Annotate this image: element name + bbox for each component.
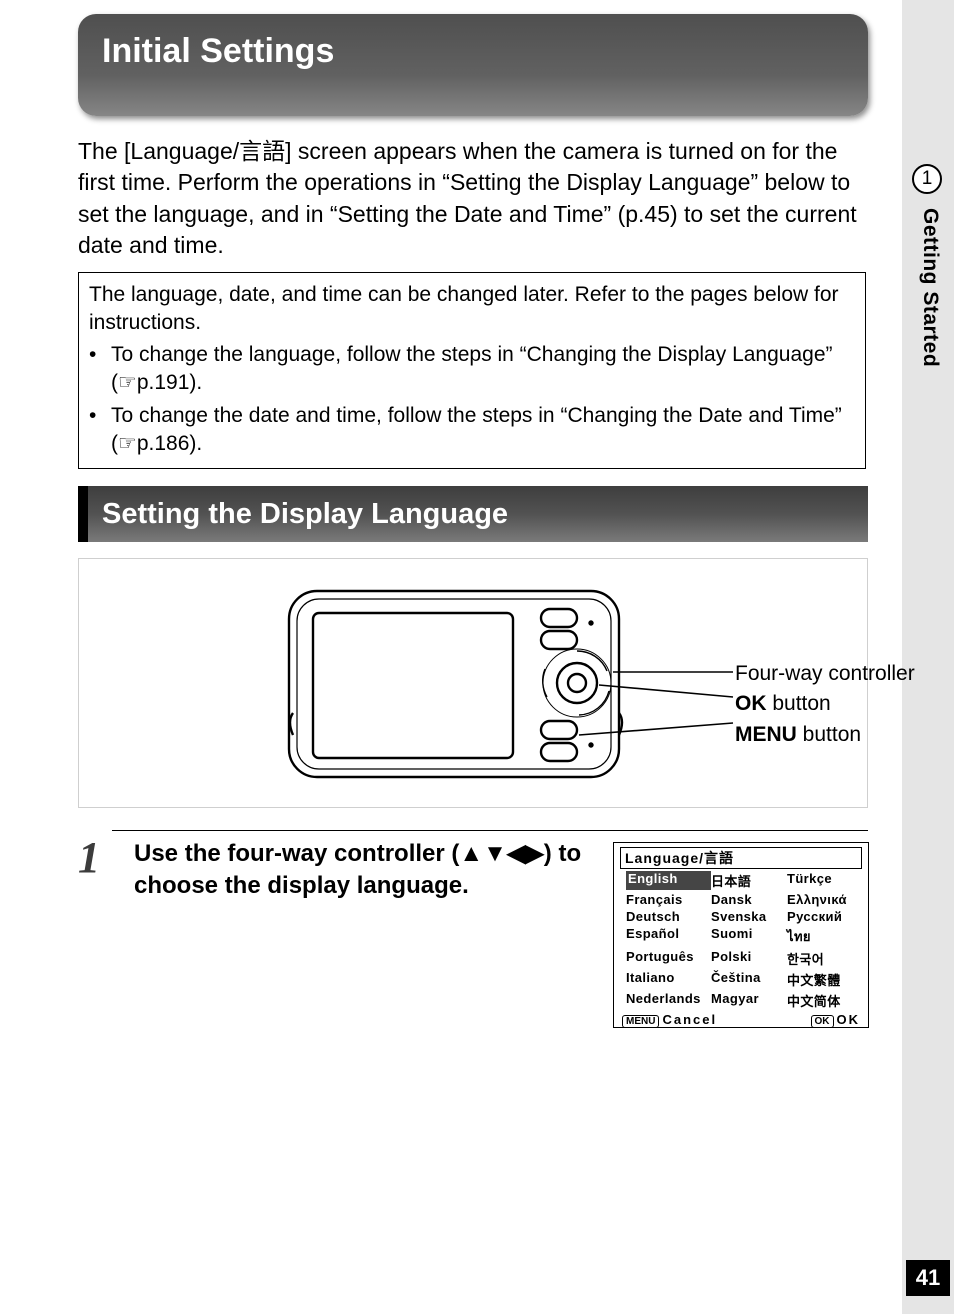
- info-bullet: • To change the date and time, follow th…: [89, 402, 855, 458]
- language-menu-footer: MENUCancel OKOK: [614, 1010, 868, 1031]
- section-strip: [78, 486, 88, 542]
- footer-ok: OK: [837, 1012, 861, 1027]
- step-rule: [112, 830, 868, 831]
- language-option: Dansk: [711, 892, 787, 907]
- language-option: 中文繁體: [787, 970, 869, 989]
- callout-fourway: Four-way controller: [735, 659, 915, 689]
- info-lead: The language, date, and time can be chan…: [89, 281, 855, 337]
- language-option: 日本語: [711, 871, 787, 890]
- info-box: The language, date, and time can be chan…: [78, 272, 866, 469]
- language-option: Ελληνικά: [787, 892, 869, 907]
- info-bullet-text: To change the language, follow the steps…: [111, 341, 855, 397]
- chapter-number-badge: 1: [912, 164, 942, 194]
- callout-labels: Four-way controller OK button MENU butto…: [735, 659, 915, 750]
- callout-ok-bold: OK: [735, 692, 767, 715]
- language-option: 中文简体: [787, 991, 869, 1010]
- language-option: Italiano: [626, 970, 711, 989]
- footer-left-group: MENUCancel: [622, 1012, 717, 1027]
- chapter-label: Getting Started: [918, 208, 942, 367]
- callout-menu: MENU button: [735, 720, 915, 750]
- language-menu-title: Language/言語: [620, 847, 862, 869]
- bullet-dot: •: [89, 341, 111, 397]
- info-bullet: • To change the language, follow the ste…: [89, 341, 855, 397]
- language-option: Nederlands: [626, 991, 711, 1010]
- menu-button-label: MENU: [622, 1015, 659, 1028]
- footer-cancel: Cancel: [662, 1012, 717, 1027]
- language-option: Français: [626, 892, 711, 907]
- intro-paragraph: The [Language/言語] screen appears when th…: [78, 136, 868, 261]
- language-option: Português: [626, 949, 711, 968]
- callout-menu-rest: button: [797, 723, 861, 746]
- callout-ok-rest: button: [767, 692, 831, 715]
- language-option: Deutsch: [626, 909, 711, 924]
- language-grid: English日本語Türkçe FrançaisDanskΕλληνικά Deu…: [614, 871, 868, 1010]
- page-number-badge: 41: [906, 1260, 950, 1296]
- camera-figure: Four-way controller OK button MENU butto…: [78, 558, 868, 808]
- language-option: Čeština: [711, 970, 787, 989]
- step-instruction: Use the four-way controller (▲▼◀▶) to ch…: [134, 838, 586, 902]
- manual-page: 1 Getting Started Initial Settings The […: [0, 0, 954, 1314]
- step-number: 1: [78, 832, 100, 883]
- language-option: ไทย: [787, 926, 869, 947]
- language-option: Svenska: [711, 909, 787, 924]
- callout-ok: OK button: [735, 689, 915, 719]
- language-option: Türkçe: [787, 871, 869, 890]
- page-title: Initial Settings: [102, 32, 334, 70]
- section-heading: Setting the Display Language: [78, 486, 868, 542]
- language-option: Русский: [787, 909, 869, 924]
- language-option: Español: [626, 926, 711, 947]
- language-option: 한국어: [787, 949, 869, 968]
- page-number: 41: [916, 1265, 940, 1291]
- language-option: Suomi: [711, 926, 787, 947]
- page-title-banner: Initial Settings: [78, 14, 868, 116]
- callout-menu-bold: MENU: [735, 723, 797, 746]
- bullet-dot: •: [89, 402, 111, 458]
- section-heading-text: Setting the Display Language: [88, 486, 868, 542]
- ok-button-label: OK: [811, 1015, 834, 1028]
- side-tab: [902, 0, 954, 1314]
- footer-right-group: OKOK: [811, 1012, 861, 1027]
- language-menu-screen: Language/言語 English日本語Türkçe FrançaisDans…: [613, 842, 869, 1028]
- language-option: Polski: [711, 949, 787, 968]
- info-bullet-text: To change the date and time, follow the …: [111, 402, 855, 458]
- language-option: English: [626, 871, 711, 890]
- chapter-number: 1: [922, 168, 933, 190]
- language-option: Magyar: [711, 991, 787, 1010]
